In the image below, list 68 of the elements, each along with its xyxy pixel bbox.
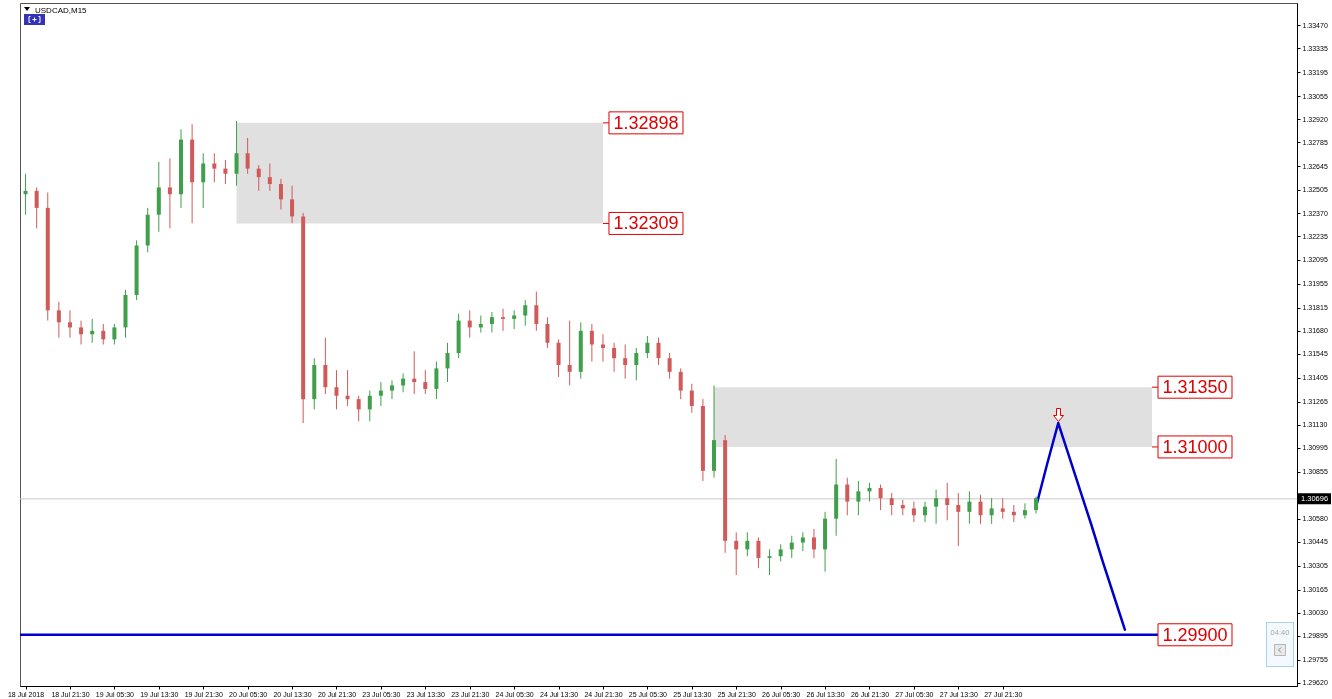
- candlestick: [101, 323, 106, 345]
- candlestick: [434, 361, 439, 400]
- candlestick: [323, 337, 328, 395]
- candlestick: [334, 369, 339, 410]
- chart-title: USDCAD,M15: [35, 6, 88, 15]
- candlestick: [201, 152, 206, 209]
- candlestick: [423, 369, 428, 395]
- candlestick: [356, 395, 361, 422]
- candlestick: [245, 137, 250, 175]
- candlestick: [911, 501, 916, 523]
- candlestick: [989, 497, 994, 525]
- candlestick: [512, 309, 517, 330]
- candlestick: [934, 489, 939, 525]
- candlestick: [656, 337, 661, 366]
- candlestick: [489, 311, 494, 334]
- candlestick: [689, 383, 694, 414]
- candlestick: [756, 536, 761, 569]
- candlestick: [534, 291, 539, 332]
- annotation: 1.32898: [613, 112, 679, 133]
- candlestick: [212, 152, 217, 183]
- candlestick: [956, 492, 961, 547]
- candlestick: [623, 344, 628, 380]
- candlestick: [634, 347, 639, 381]
- candlestick: [378, 381, 383, 407]
- candlestick: [978, 494, 983, 525]
- ref-line-label: 1.29900: [1162, 624, 1228, 645]
- candlestick: [667, 352, 672, 380]
- candlestick: [445, 342, 450, 383]
- candlestick: [589, 323, 594, 363]
- candlestick: [1000, 497, 1005, 520]
- candlestick: [734, 531, 739, 576]
- candlestick: [923, 501, 927, 523]
- candlestick: [767, 548, 772, 576]
- candlestick: [856, 480, 861, 516]
- candlestick: [390, 379, 394, 400]
- candlestick: [1022, 502, 1027, 520]
- candlestick: [545, 316, 550, 349]
- candlestick: [290, 185, 295, 224]
- candlestick: [889, 492, 894, 516]
- candlestick: [612, 342, 617, 373]
- candlestick: [811, 528, 816, 559]
- candlestick: [256, 164, 261, 192]
- candlestick: [79, 320, 84, 345]
- candlestick: [745, 531, 750, 557]
- candlestick: [645, 335, 650, 359]
- candlestick: [800, 531, 805, 552]
- ref-line-label: 1.31350: [1162, 377, 1228, 398]
- candlestick: [567, 320, 572, 386]
- candlestick: [112, 323, 117, 345]
- ref-line-label: 1.31000: [1162, 436, 1228, 457]
- candlestick: [367, 390, 372, 422]
- candlestick: [223, 159, 228, 185]
- candlestick: [501, 308, 506, 332]
- candlestick: [56, 301, 61, 339]
- candlestick: [278, 178, 283, 211]
- candlestick: [167, 157, 172, 229]
- candlestick: [556, 338, 561, 378]
- candlestick: [878, 484, 883, 511]
- candlestick: [845, 477, 850, 516]
- candlestick: [34, 186, 39, 229]
- candlestick: [967, 490, 972, 525]
- annotation: 1.32309: [613, 213, 679, 234]
- candlestick: [267, 163, 272, 192]
- candlestick: [945, 482, 950, 521]
- candlestick: [523, 299, 528, 327]
- candlestick: [678, 367, 683, 400]
- candlestick: [67, 309, 72, 339]
- candlestick: [234, 120, 239, 187]
